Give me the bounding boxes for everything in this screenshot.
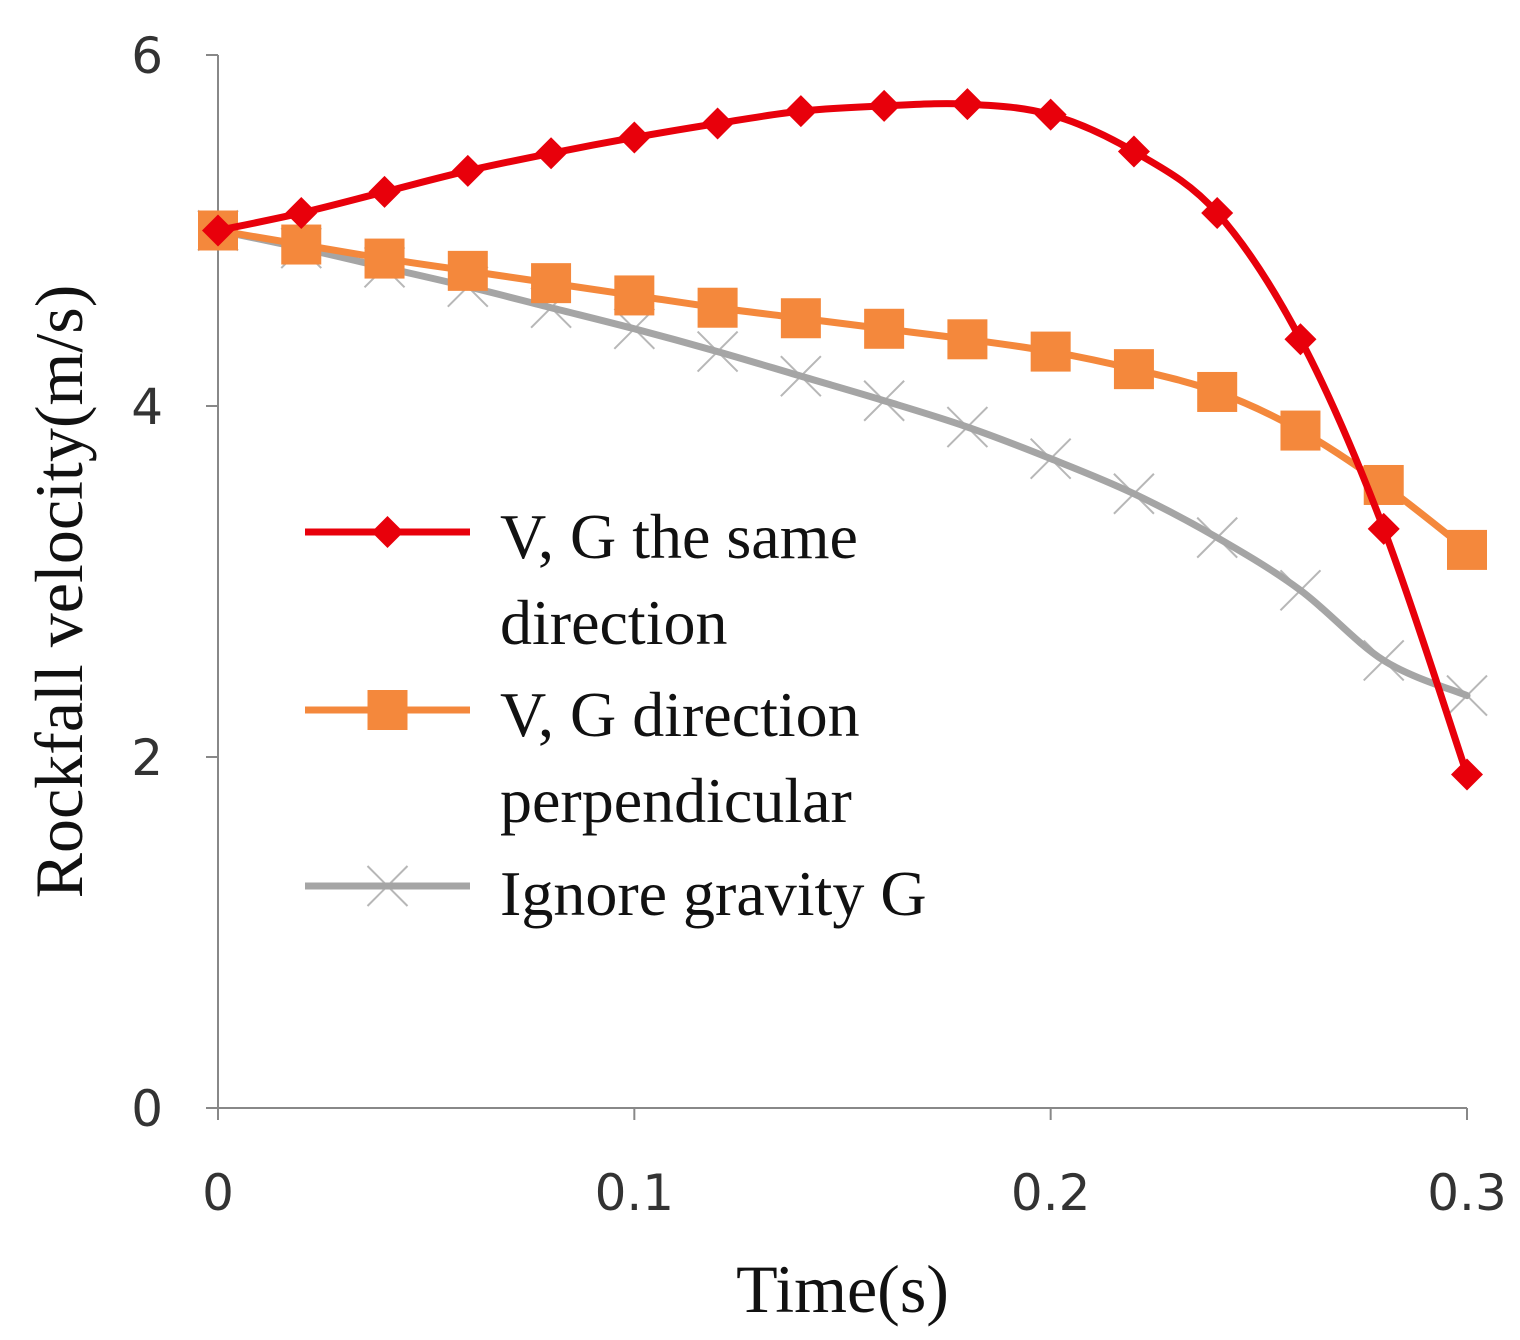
axes — [217, 55, 1467, 1109]
data-point — [614, 275, 655, 316]
data-point — [868, 89, 901, 122]
data-point — [368, 175, 401, 208]
data-point — [364, 238, 405, 279]
data-point — [1451, 758, 1483, 791]
data-point — [451, 154, 484, 187]
data-point — [1030, 331, 1071, 372]
data-point — [535, 137, 568, 170]
series-1 — [198, 210, 1487, 570]
legend-label: V, G direction — [500, 679, 860, 750]
data-point — [1117, 135, 1150, 168]
data-point — [531, 263, 572, 304]
x-tick-label: 0 — [202, 1164, 234, 1222]
y-tick-label: 4 — [131, 378, 163, 436]
y-axis-title: Rockfall velocity(m/s) — [21, 285, 97, 899]
ticks: 0 2 4 6 0 0.1 0.2 0.3 — [131, 27, 1507, 1222]
legend-label: Ignore gravity G — [500, 858, 927, 929]
legend-label: V, G the same — [500, 501, 858, 572]
data-point — [1034, 98, 1067, 131]
series-2 — [197, 209, 1488, 717]
data-point — [697, 287, 738, 328]
data-point — [1367, 512, 1400, 545]
data-point — [447, 250, 488, 291]
x-tick-label: 0.1 — [595, 1164, 675, 1222]
x-tick-label: 0.2 — [1011, 1164, 1091, 1222]
series-line — [214, 227, 1471, 700]
data-point — [1447, 529, 1487, 570]
legend-marker — [371, 516, 404, 548]
data-point — [202, 214, 234, 247]
legend-entry-2: Ignore gravity G — [305, 858, 927, 929]
data-point — [701, 107, 734, 140]
legend: V, G the same direction V, G direction perp… — [305, 501, 927, 929]
legend-label: perpendicular — [500, 765, 852, 836]
x-tick-label: 0.3 — [1427, 1164, 1507, 1222]
series-line — [214, 227, 1471, 554]
y-tick-label: 6 — [131, 27, 163, 85]
data-point — [784, 95, 817, 128]
data-point — [947, 319, 988, 360]
data-point — [780, 298, 821, 339]
legend-marker — [367, 690, 408, 730]
y-tick-label: 2 — [131, 729, 163, 787]
series-line — [214, 100, 1471, 779]
x-axis-title: Time(s) — [736, 1251, 949, 1327]
data-point — [1113, 349, 1154, 390]
data-point — [864, 308, 905, 349]
legend-label: direction — [500, 587, 727, 658]
plot-area — [197, 88, 1488, 791]
data-point — [1284, 323, 1317, 356]
data-point — [285, 196, 318, 229]
data-point — [618, 121, 651, 154]
legend-entry-0: V, G the same direction — [305, 501, 858, 658]
legend-entry-1: V, G direction perpendicular — [305, 679, 860, 836]
data-point — [951, 88, 984, 121]
data-point — [1280, 410, 1321, 451]
data-point — [281, 224, 322, 265]
y-tick-label: 0 — [131, 1080, 163, 1138]
series-0 — [202, 88, 1483, 791]
data-point — [1201, 196, 1234, 229]
data-point — [1197, 371, 1238, 412]
